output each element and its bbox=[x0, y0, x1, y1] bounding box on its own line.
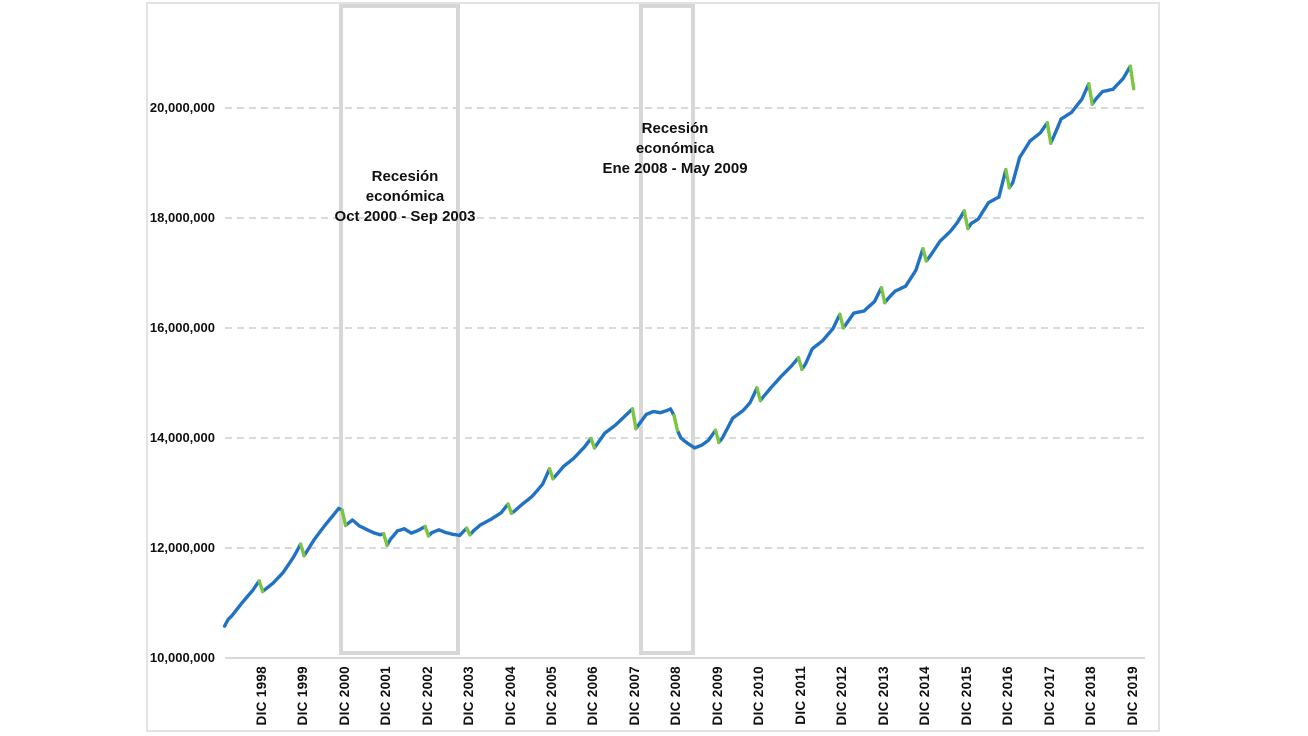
y-axis-tick-label: 14,000,000 bbox=[149, 430, 215, 445]
recession-label-line: Recesión bbox=[641, 120, 709, 137]
recession-label-line: Oct 2000 - Sep 2003 bbox=[334, 208, 476, 225]
recession-label-line: Ene 2008 - May 2009 bbox=[602, 160, 748, 177]
recession-label-line: Recesión bbox=[371, 168, 439, 185]
series-december-dip-green bbox=[257, 64, 1136, 594]
recession-label-line: económica bbox=[365, 188, 445, 205]
recession-band-2000-2003 bbox=[338, 4, 460, 655]
y-axis-tick-label: 12,000,000 bbox=[149, 540, 215, 555]
recession-band-2008-2009 bbox=[639, 4, 695, 655]
y-axis-tick-label: 16,000,000 bbox=[149, 320, 215, 335]
plot-panel-border bbox=[146, 2, 1160, 732]
y-axis-tick-label: 10,000,000 bbox=[149, 650, 215, 665]
y-axis-tick-label: 20,000,000 bbox=[149, 100, 215, 115]
series-line-blue bbox=[222, 64, 1132, 628]
y-axis-tick-label: 18,000,000 bbox=[149, 210, 215, 225]
recession-label-2008-2009: Recesión económica Ene 2008 - May 2009 bbox=[602, 119, 747, 179]
recession-label-line: económica bbox=[635, 140, 715, 157]
recession-label-2000-2003: Recesión económica Oct 2000 - Sep 2003 bbox=[335, 167, 476, 227]
